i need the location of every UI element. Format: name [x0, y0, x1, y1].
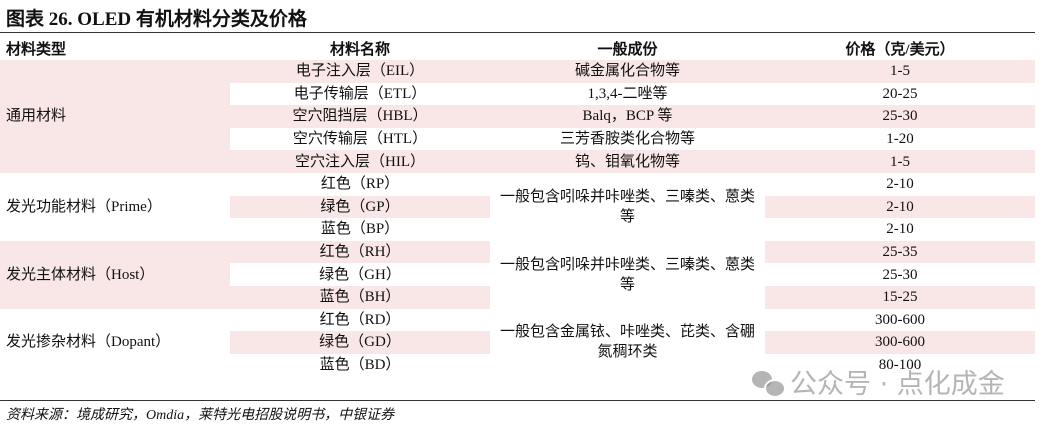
composition-cell: 一般包含吲哚并咔唑类、三嗪类、蒽类等: [490, 240, 765, 309]
table-row: 发光主体材料（Host） 红色（RH） 一般包含吲哚并咔唑类、三嗪类、蒽类等 25-3…: [0, 240, 1035, 309]
price-cell: 25-35: [765, 240, 1035, 264]
composition-cell: 三芳香胺类化合物等: [559, 131, 695, 148]
header-type: 材料类型: [6, 41, 67, 58]
material-name-cell: 电子注入层（EIL）: [230, 60, 490, 83]
table-row: 发光掺杂材料（Dopant） 红色（RD） 一般包含金属铱、咔唑类、芘类、含硼氮稠环…: [0, 308, 1035, 377]
header-name: 材料名称: [329, 41, 390, 58]
composition-cell: 一般包含吲哚并咔唑类、三嗪类、蒽类等: [490, 172, 765, 241]
header-price: 价格（克/美元）: [845, 41, 955, 58]
material-name-cell: 绿色（GD）: [230, 331, 490, 354]
top-rule: [0, 32, 1035, 33]
price-cell: 2-10: [886, 176, 914, 193]
bottom-rule: [0, 400, 1035, 401]
price-cell: 300-600: [765, 331, 1035, 354]
material-name-cell: 蓝色（BH）: [230, 285, 490, 309]
composition-cell: 1,3,4-二唑等: [587, 85, 668, 102]
material-name-cell: 空穴注入层（HIL）: [230, 150, 490, 173]
price-cell: 300-600: [875, 311, 925, 328]
header-row: 材料类型 材料名称 一般成份 价格（克/美元）: [0, 36, 1035, 60]
table-row: 蓝色（BP） 2-10: [0, 218, 1035, 241]
table-row: 蓝色（BD） 80-100: [0, 354, 1035, 377]
table-row: 空穴注入层（HIL） 钨、钼氧化物等 1-5: [0, 150, 1035, 173]
material-name-cell: 红色（RH）: [230, 240, 490, 264]
material-type-cell: 发光功能材料（Prime）: [0, 172, 230, 241]
composition-cell: 一般包含金属铱、咔唑类、芘类、含硼氮稠环类: [490, 308, 765, 377]
table-row: 绿色（GP） 2-10: [0, 195, 1035, 219]
table-row: 电子传输层（ETL） 1,3,4-二唑等 20-25: [0, 83, 1035, 106]
material-name-cell: 绿色（GH）: [319, 266, 401, 283]
material-name-cell: 红色（RD）: [319, 311, 401, 328]
price-cell: 80-100: [878, 357, 922, 374]
table-row: 绿色（GH） 25-30: [0, 263, 1035, 286]
table-row: 蓝色（BH） 15-25: [0, 285, 1035, 309]
price-cell: 2-10: [765, 195, 1035, 219]
composition-cell: Balq，BCP 等: [490, 105, 765, 128]
material-type-cell: 发光主体材料（Host）: [0, 240, 230, 309]
material-name-cell: 电子传输层（ETL）: [293, 85, 427, 102]
price-cell: 1-5: [765, 150, 1035, 173]
material-type-cell: 发光掺杂材料（Dopant）: [0, 308, 230, 377]
price-cell: 20-25: [882, 85, 918, 102]
watermark-text: 公众号 · 点化成金: [790, 369, 1005, 400]
materials-table: 材料类型 材料名称 一般成份 价格（克/美元） 通用材料 电子注入层（EIL） 碱金…: [0, 36, 1035, 377]
composition-cell: 碱金属化合物等: [490, 60, 765, 83]
table-row: 绿色（GD） 300-600: [0, 331, 1035, 354]
table-row: 发光功能材料（Prime） 红色（RP） 一般包含吲哚并咔唑类、三嗪类、蒽类等 2-1…: [0, 172, 1035, 241]
material-name-cell: 红色（RP）: [320, 176, 400, 193]
header-composition: 一般成份: [597, 41, 658, 58]
material-name-cell: 空穴阻挡层（HBL）: [230, 105, 490, 128]
wechat-icon: [752, 369, 786, 398]
composition-cell: 钨、钼氧化物等: [490, 150, 765, 173]
material-name-cell: 绿色（GP）: [230, 195, 490, 219]
material-name-cell: 蓝色（BD）: [319, 357, 401, 374]
price-cell: 1-20: [886, 131, 914, 148]
table-row: 空穴传输层（HTL） 三芳香胺类化合物等 1-20: [0, 128, 1035, 151]
material-type-cell: 通用材料: [0, 60, 230, 173]
table-row: 通用材料 电子注入层（EIL） 碱金属化合物等 1-5: [0, 60, 1035, 173]
price-cell: 1-5: [765, 60, 1035, 83]
material-name-cell: 蓝色（BP）: [320, 221, 400, 238]
price-cell: 15-25: [765, 285, 1035, 309]
table-row: 空穴阻挡层（HBL） Balq，BCP 等 25-30: [0, 105, 1035, 128]
source-note: 资料来源：境成研究，Omdia，莱特光电招股说明书，中银证券: [6, 408, 395, 423]
figure-title: 图表 26. OLED 有机材料分类及价格: [6, 9, 307, 30]
watermark: 公众号 · 点化成金: [752, 362, 1005, 401]
price-cell: 25-30: [765, 105, 1035, 128]
price-cell: 25-30: [882, 266, 918, 283]
material-name-cell: 空穴传输层（HTL）: [292, 131, 428, 148]
price-cell: 2-10: [886, 221, 914, 238]
